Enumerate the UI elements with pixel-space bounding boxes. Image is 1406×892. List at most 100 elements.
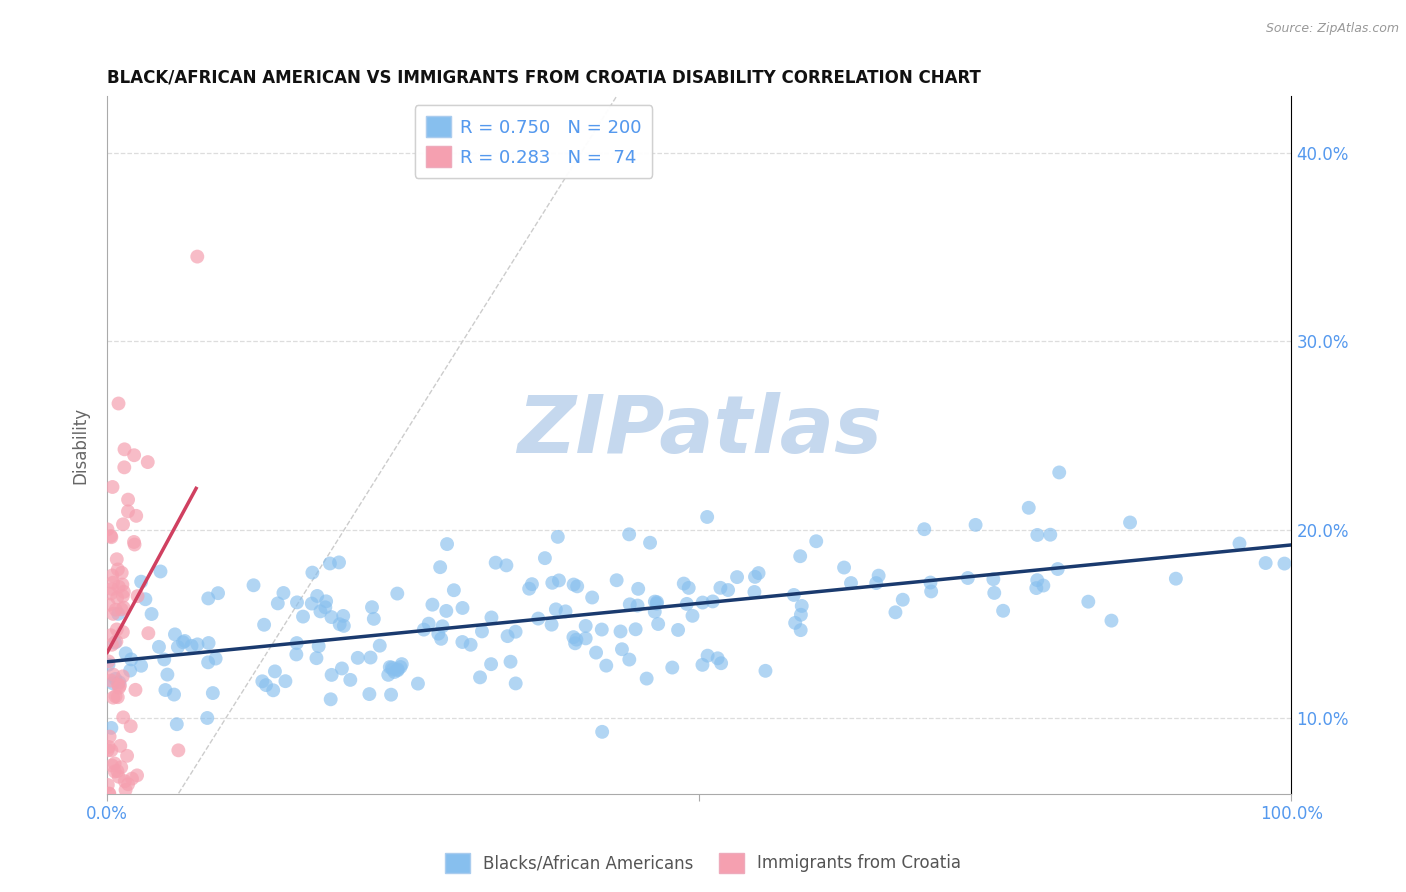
Point [710, 657, 733, 671]
Point [481, 610, 503, 624]
Point [101, 575, 124, 590]
Point [361, 600, 384, 615]
Point [471, 624, 494, 639]
Point [363, 612, 385, 626]
Point [328, 556, 350, 570]
Point [107, 677, 129, 691]
Point [725, 570, 748, 584]
Point [912, 522, 935, 536]
Point [105, 591, 128, 605]
Point [100, 529, 122, 543]
Point [554, 604, 576, 618]
Point [1046, 562, 1069, 576]
Point [285, 648, 308, 662]
Point [748, 566, 770, 580]
Point [429, 560, 451, 574]
Point [112, 600, 135, 615]
Point [789, 549, 811, 564]
Point [264, 665, 287, 679]
Point [111, 517, 134, 532]
Point [1101, 614, 1123, 628]
Point [1254, 556, 1277, 570]
Point [380, 688, 402, 702]
Point [321, 610, 343, 624]
Point [661, 660, 683, 674]
Point [124, 682, 146, 697]
Point [626, 599, 648, 613]
Point [717, 582, 740, 597]
Point [332, 609, 354, 624]
Point [273, 586, 295, 600]
Point [1032, 578, 1054, 592]
Point [329, 617, 352, 632]
Point [547, 530, 569, 544]
Point [368, 639, 391, 653]
Point [122, 535, 145, 549]
Point [451, 635, 474, 649]
Point [104, 603, 127, 617]
Point [156, 667, 179, 681]
Point [534, 551, 557, 566]
Point [101, 582, 124, 596]
Point [125, 768, 148, 782]
Point [114, 774, 136, 789]
Point [636, 672, 658, 686]
Point [427, 626, 450, 640]
Point [114, 783, 136, 797]
Point [242, 578, 264, 592]
Point [619, 652, 641, 666]
Point [103, 690, 125, 705]
Point [107, 396, 129, 410]
Point [309, 604, 332, 618]
Point [111, 577, 134, 591]
Point [103, 667, 125, 681]
Point [112, 584, 135, 599]
Point [120, 664, 142, 678]
Point [110, 739, 132, 753]
Point [965, 517, 987, 532]
Point [920, 575, 942, 590]
Point [107, 607, 129, 621]
Point [319, 557, 342, 571]
Point [254, 678, 277, 692]
Point [121, 772, 143, 786]
Point [292, 609, 315, 624]
Point [98, 787, 121, 801]
Point [891, 592, 914, 607]
Point [127, 589, 149, 603]
Point [666, 623, 689, 637]
Point [1026, 573, 1049, 587]
Point [100, 586, 122, 600]
Point [624, 622, 647, 636]
Point [204, 651, 226, 665]
Point [98, 730, 121, 744]
Point [499, 655, 522, 669]
Point [675, 597, 697, 611]
Point [110, 602, 132, 616]
Point [575, 632, 598, 646]
Point [387, 663, 409, 677]
Point [443, 583, 465, 598]
Point [104, 635, 127, 649]
Point [706, 651, 728, 665]
Point [868, 568, 890, 582]
Point [274, 674, 297, 689]
Point [360, 650, 382, 665]
Point [105, 552, 128, 566]
Point [285, 636, 308, 650]
Point [172, 635, 194, 649]
Point [609, 624, 631, 639]
Point [517, 582, 540, 596]
Point [783, 588, 806, 602]
Point [346, 651, 368, 665]
Point [1164, 572, 1187, 586]
Text: Source: ZipAtlas.com: Source: ZipAtlas.com [1265, 22, 1399, 36]
Point [832, 560, 855, 574]
Point [114, 442, 136, 457]
Point [884, 605, 907, 619]
Point [790, 607, 813, 622]
Point [111, 669, 134, 683]
Point [627, 582, 650, 596]
Point [744, 570, 766, 584]
Point [267, 596, 290, 610]
